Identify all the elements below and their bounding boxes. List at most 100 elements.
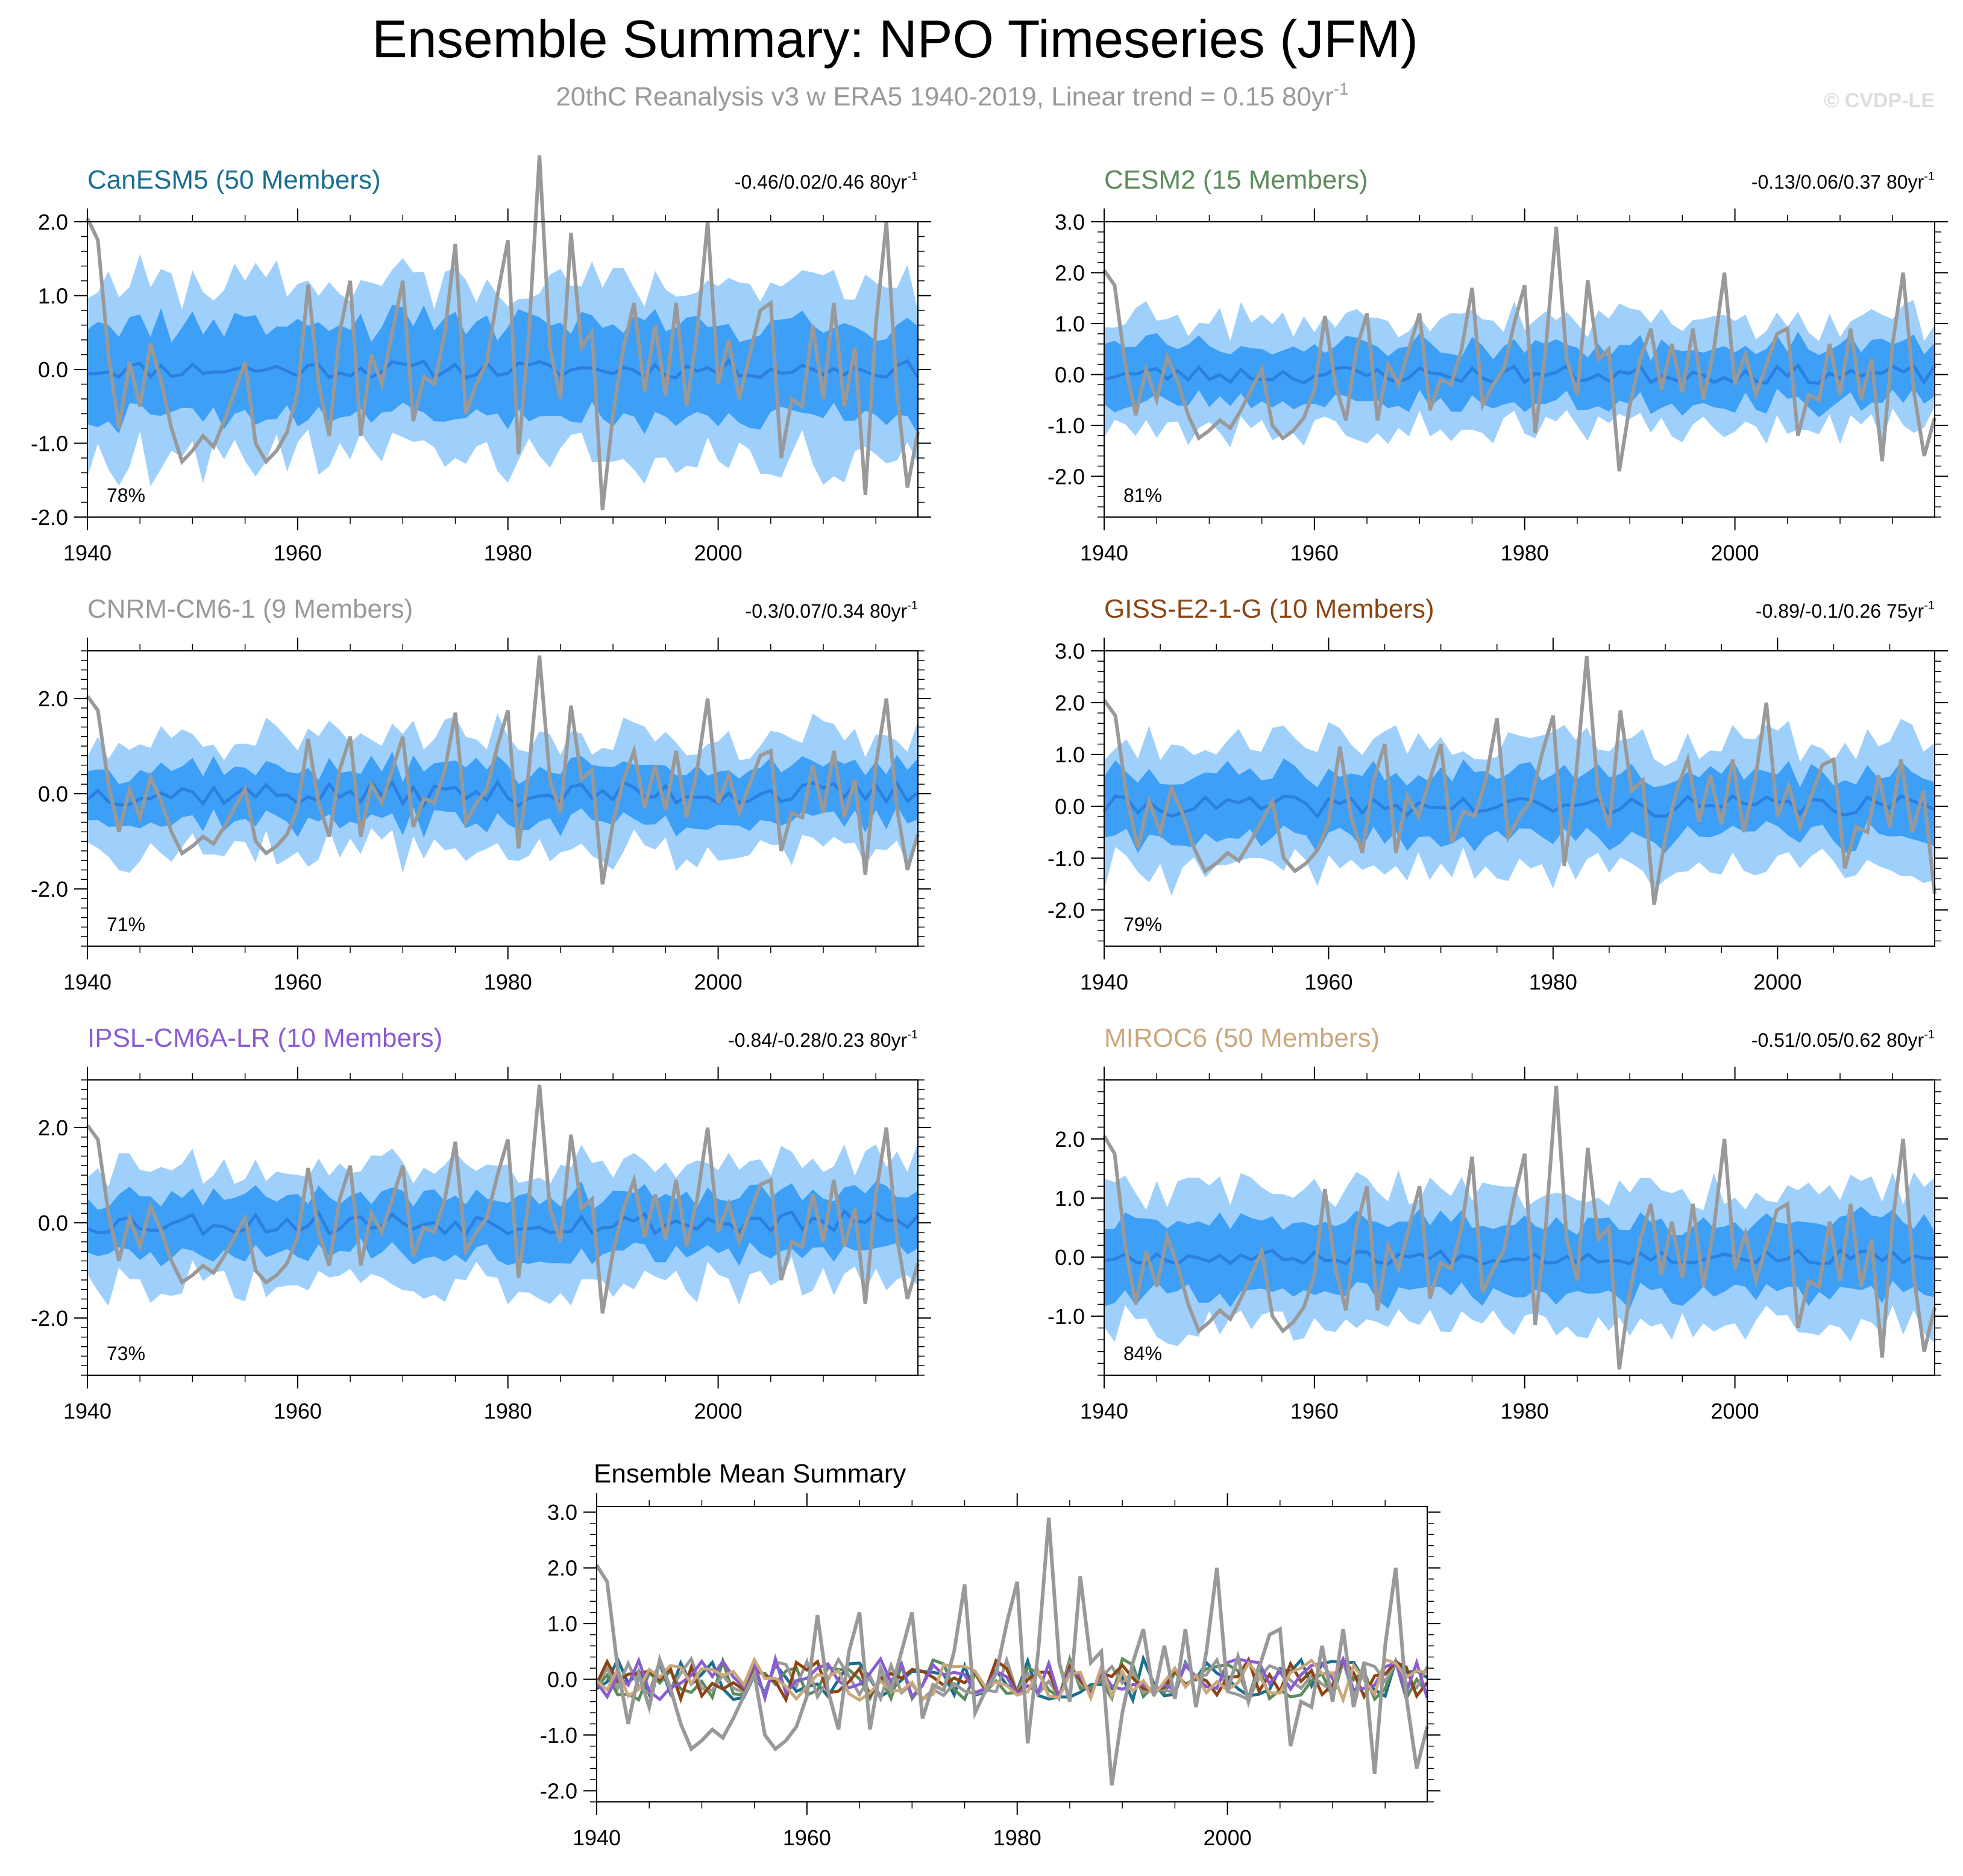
y-tick-label: -2.0 <box>31 1306 68 1331</box>
panel-title: Ensemble Mean Summary <box>594 1459 906 1489</box>
y-tick-label: 1.0 <box>1055 742 1085 767</box>
y-tick-label: -1.0 <box>1047 1304 1085 1329</box>
chart-panel-5: -2.0 0.0 2.0 1940 1960 1980 2000 IPSL-CM6A-LR (… <box>31 1023 931 1423</box>
plot-frame <box>1104 650 1935 947</box>
panel-title: CESM2 (15 Members) <box>1104 165 1368 195</box>
observed-line <box>86 1084 920 1314</box>
y-tick-label: -1.0 <box>1047 846 1085 871</box>
observed-line <box>595 1517 1429 1786</box>
y-tick-label: -2.0 <box>540 1779 577 1804</box>
x-tick-label: 1940 <box>1080 541 1128 565</box>
x-tick-label: 1980 <box>484 970 532 994</box>
y-tick-label: 3.0 <box>547 1500 577 1525</box>
observed-line <box>86 655 920 885</box>
percent-label: 81% <box>1123 485 1162 506</box>
percent-label: 79% <box>1123 914 1162 935</box>
figure-title: Ensemble Summary: NPO Timeseries (JFM) <box>372 9 1418 69</box>
x-tick-label: 1980 <box>1501 541 1549 565</box>
y-tick-label: 1.0 <box>1055 312 1085 336</box>
y-tick-label: 2.0 <box>1055 691 1085 715</box>
y-tick-label: -2.0 <box>1047 898 1085 923</box>
x-tick-label: 1960 <box>1290 541 1339 565</box>
model-mean-line-6 <box>595 1656 1428 1705</box>
observed-line <box>86 155 920 510</box>
x-tick-label: 1980 <box>484 541 532 565</box>
panel-title: CanESM5 (50 Members) <box>87 165 381 195</box>
model-mean-line-4 <box>595 1656 1428 1704</box>
figure-subtitle: 20thC Reanalysis v3 w ERA5 1940-2019, Li… <box>556 80 1348 111</box>
percent-label: 71% <box>107 914 145 935</box>
y-tick-label: 2.0 <box>1055 1127 1085 1152</box>
y-tick-label: 2.0 <box>1055 260 1085 285</box>
x-tick-label: 2000 <box>694 1399 743 1423</box>
chart-panel-4: -2.0 -1.0 0.0 1.0 2.0 3.0 1940 1960 1980 2000 GISS… <box>1047 594 1948 994</box>
y-tick-label: -2.0 <box>31 877 68 902</box>
chart-panel-6: -1.0 0.0 1.0 2.0 1940 1960 1980 2000 MIROC6 (50 … <box>1047 1023 1948 1423</box>
ensemble-mean-line <box>86 779 919 809</box>
chart-panel-1: -2.0 -1.0 0.0 1.0 2.0 1940 1960 1980 2000 CanESM5… <box>31 155 931 565</box>
x-tick-label: 1940 <box>63 970 111 994</box>
plot-frame <box>1104 1079 1935 1376</box>
y-tick-label: -1.0 <box>31 431 68 456</box>
ensemble-mean-line <box>1104 1248 1935 1267</box>
plot-frame <box>1104 221 1935 518</box>
x-tick-label: 2000 <box>694 970 743 994</box>
plot-frame <box>596 1506 1428 1802</box>
x-tick-label: 2000 <box>1711 1399 1759 1423</box>
ensemble-mean-line <box>87 358 920 380</box>
percent-label: 84% <box>1123 1343 1162 1364</box>
x-tick-label: 1960 <box>1304 970 1352 994</box>
observed-line <box>1102 227 1936 472</box>
y-tick-label: 2.0 <box>547 1556 577 1581</box>
percent-label: 78% <box>107 485 145 506</box>
y-tick-label: 0.0 <box>1055 1245 1085 1270</box>
copyright-label: © CVDP-LE <box>1824 89 1935 112</box>
chart-panel-7: -2.0 -1.0 0.0 1.0 2.0 3.0 1940 1960 1980 2000 Ense… <box>540 1459 1440 1850</box>
trend-label: -0.3/0.07/0.34 80yr-1 <box>746 599 918 622</box>
chart-panel-2: -2.0 -1.0 0.0 1.0 2.0 3.0 1940 1960 1980 2000 CESM… <box>1047 165 1948 565</box>
y-tick-label: 0.0 <box>547 1667 577 1692</box>
y-tick-label: -1.0 <box>540 1723 577 1748</box>
y-tick-label: 1.0 <box>1055 1186 1085 1211</box>
x-tick-label: 1960 <box>783 1825 831 1850</box>
x-tick-label: 1940 <box>63 541 111 565</box>
x-tick-label: 1960 <box>274 541 322 565</box>
y-tick-label: 0.0 <box>38 1211 68 1235</box>
x-tick-label: 1980 <box>484 1399 532 1423</box>
ensemble-mean-line <box>87 1208 919 1237</box>
y-tick-label: 1.0 <box>547 1611 577 1636</box>
y-tick-label: 2.0 <box>38 1115 68 1140</box>
x-tick-label: 1980 <box>1501 1399 1549 1423</box>
observed-line <box>1102 656 1936 905</box>
x-tick-label: 1960 <box>1290 1399 1339 1423</box>
y-tick-label: -1.0 <box>1047 413 1085 438</box>
x-tick-label: 2000 <box>1711 541 1759 565</box>
x-tick-label: 1940 <box>1080 970 1128 994</box>
ensemble-mean-line <box>1104 363 1936 385</box>
percent-label: 73% <box>107 1343 145 1364</box>
model-mean-line-2 <box>595 1654 1428 1703</box>
y-tick-label: 2.0 <box>38 210 68 234</box>
x-tick-label: 1940 <box>1080 1399 1128 1423</box>
y-tick-label: 0.0 <box>1055 794 1085 819</box>
observed-line <box>1102 1085 1936 1370</box>
x-tick-label: 1940 <box>573 1825 621 1850</box>
panel-title: MIROC6 (50 Members) <box>1104 1023 1380 1053</box>
x-tick-label: 2000 <box>1753 970 1801 994</box>
x-tick-label: 2000 <box>694 541 743 565</box>
y-tick-label: -2.0 <box>31 505 68 530</box>
trend-label: -0.13/0.06/0.37 80yr-1 <box>1751 170 1935 193</box>
y-tick-label: 1.0 <box>38 284 68 309</box>
y-tick-label: 0.0 <box>1055 362 1085 387</box>
x-tick-label: 1940 <box>63 1399 111 1423</box>
plot-frame <box>87 650 919 947</box>
trend-label: -0.84/-0.28/0.23 80yr-1 <box>728 1028 918 1051</box>
y-tick-label: 2.0 <box>38 686 68 711</box>
panel-title: IPSL-CM6A-LR (10 Members) <box>87 1023 442 1053</box>
plot-frame <box>87 1079 919 1376</box>
y-tick-label: 3.0 <box>1055 639 1085 664</box>
y-tick-label: 0.0 <box>38 357 68 382</box>
y-tick-label: -2.0 <box>1047 464 1085 489</box>
panel-title: CNRM-CM6-1 (9 Members) <box>87 594 413 624</box>
